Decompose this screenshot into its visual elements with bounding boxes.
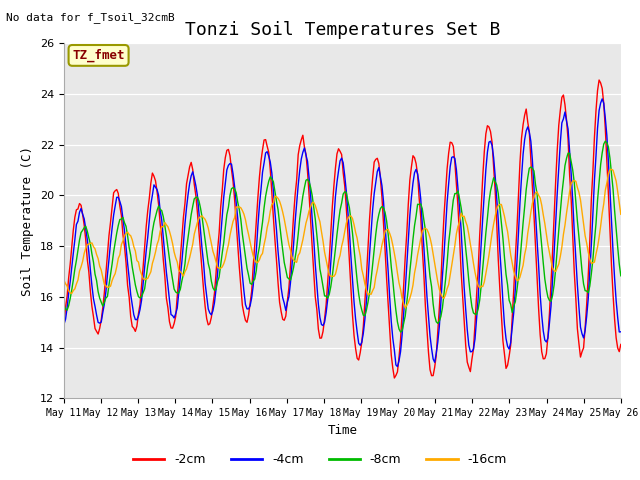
Text: TZ_fmet: TZ_fmet bbox=[72, 49, 125, 62]
Text: No data for f_Tsoil_32cmB: No data for f_Tsoil_32cmB bbox=[6, 12, 175, 23]
Title: Tonzi Soil Temperatures Set B: Tonzi Soil Temperatures Set B bbox=[185, 21, 500, 39]
Legend: -2cm, -4cm, -8cm, -16cm: -2cm, -4cm, -8cm, -16cm bbox=[128, 448, 512, 471]
X-axis label: Time: Time bbox=[328, 424, 357, 437]
Y-axis label: Soil Temperature (C): Soil Temperature (C) bbox=[22, 146, 35, 296]
